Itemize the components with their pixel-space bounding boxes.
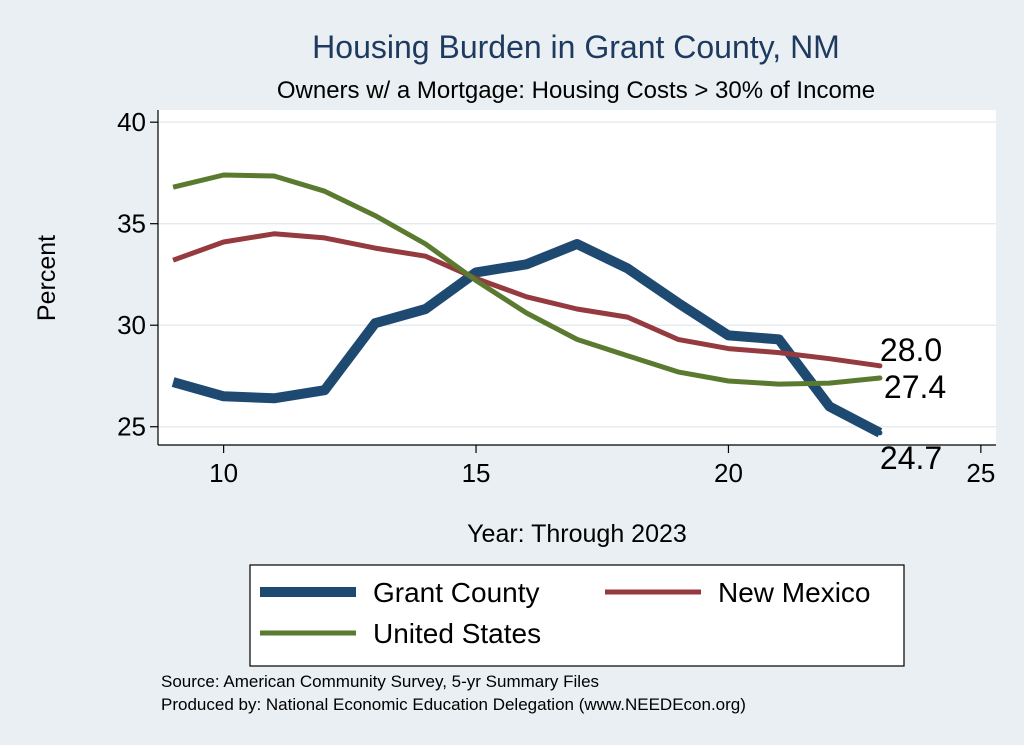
x-axis-title: Year: Through 2023	[467, 520, 687, 548]
y-tick-label: 25	[117, 412, 146, 442]
y-tick-label: 35	[117, 209, 146, 239]
legend-label-grant-county: Grant County	[373, 577, 540, 608]
series-end-marker-united-states	[877, 375, 883, 381]
legend-label-new-mexico: New Mexico	[718, 577, 870, 608]
chart-title: Housing Burden in Grant County, NM	[312, 29, 840, 65]
plot-area	[158, 110, 996, 445]
source-note: Source: American Community Survey, 5-yr …	[161, 672, 599, 691]
producer-note: Produced by: National Economic Education…	[161, 695, 746, 714]
end-labels: 24.7 28.027.4	[880, 332, 946, 476]
y-axis-title: Percent	[33, 235, 61, 321]
chart-subtitle: Owners w/ a Mortgage: Housing Costs > 30…	[277, 77, 875, 104]
series-line-united-states	[172, 172, 881, 387]
legend-label-united-states: United States	[373, 618, 541, 649]
y-tick-label: 40	[117, 107, 146, 137]
series-line-new-mexico	[172, 231, 881, 369]
end-label-united-states: 27.4	[884, 369, 946, 405]
end-label-grant-county: 24.7	[880, 440, 942, 476]
y-tick-label: 30	[117, 310, 146, 340]
x-tick-label: 25	[966, 458, 995, 488]
x-tick-label: 15	[462, 458, 491, 488]
grid-lines	[158, 121, 996, 428]
series-lines	[171, 172, 883, 438]
end-label-new-mexico: 28.0	[880, 332, 942, 368]
series-end-marker-grant-county	[877, 430, 883, 436]
series-line-grant-county	[171, 239, 883, 438]
x-tick-label: 10	[209, 458, 238, 488]
legend: Grant County New Mexico United States	[260, 577, 870, 649]
x-tick-label: 20	[714, 458, 743, 488]
series-end-marker-new-mexico	[877, 363, 883, 369]
axis-ticks: 25 30 35 40 10 15 20 25	[117, 107, 995, 488]
legend-box	[249, 564, 905, 667]
